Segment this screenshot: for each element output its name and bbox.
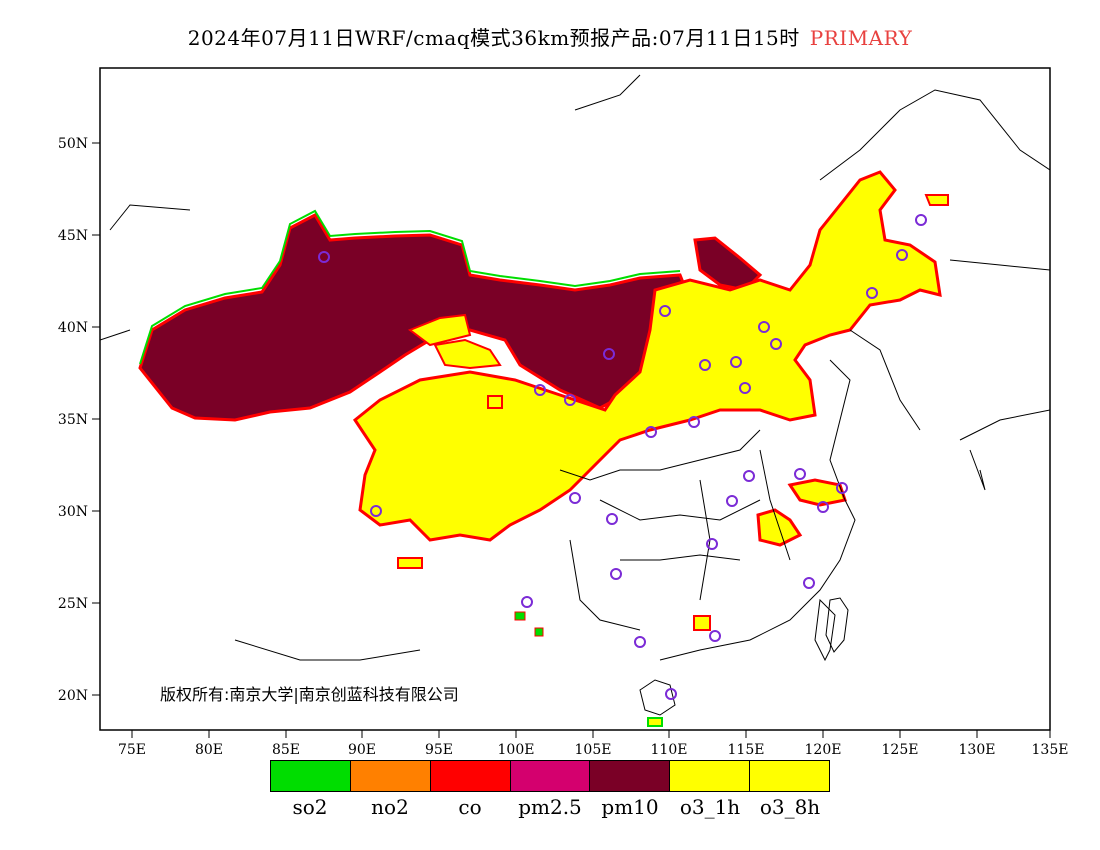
lat-tick-20n: 20N bbox=[58, 688, 88, 704]
lat-tick-40n: 40N bbox=[58, 320, 88, 336]
lon-tick-125e: 125E bbox=[882, 742, 919, 758]
station-markers bbox=[318, 214, 927, 700]
title-main: 2024年07月11日WRF/cmaq模式36km预报产品:07月11日15时 bbox=[187, 26, 800, 50]
legend-swatch-so2 bbox=[271, 761, 351, 791]
legend-labels: so2 no2 co pm2.5 pm10 o3_1h o3_8h bbox=[270, 795, 830, 819]
lat-tick-labels: 50N 45N 40N 35N 30N 25N 20N bbox=[58, 136, 88, 704]
lon-tick-95e: 95E bbox=[425, 742, 453, 758]
lat-tick-35n: 35N bbox=[58, 412, 88, 428]
legend-label-co: co bbox=[458, 795, 482, 819]
legend-swatch-no2 bbox=[350, 761, 431, 791]
province-borders bbox=[559, 429, 791, 631]
lon-axis bbox=[131, 730, 1051, 738]
coastline-east bbox=[659, 89, 1050, 662]
legend-bar bbox=[270, 760, 830, 792]
lon-tick-labels: 75E 80E 85E 90E 95E 100E 105E 110E 115E … bbox=[118, 742, 1069, 758]
map-frame bbox=[99, 67, 1051, 731]
lat-tick-50n: 50N bbox=[58, 136, 88, 152]
legend-swatch-co bbox=[430, 761, 511, 791]
lon-tick-115e: 115E bbox=[728, 742, 765, 758]
taiwan-island bbox=[825, 597, 849, 653]
lon-tick-105e: 105E bbox=[575, 742, 612, 758]
lon-tick-85e: 85E bbox=[272, 742, 300, 758]
lat-tick-45n: 45N bbox=[58, 228, 88, 244]
pm10-region-west bbox=[138, 213, 692, 422]
lat-tick-30n: 30N bbox=[58, 504, 88, 520]
legend-label-no2: no2 bbox=[371, 795, 409, 819]
legend-label-pm25: pm2.5 bbox=[518, 795, 582, 819]
o3-region bbox=[352, 170, 942, 542]
lon-tick-80e: 80E bbox=[195, 742, 223, 758]
lon-tick-130e: 130E bbox=[959, 742, 996, 758]
legend-swatch-o3-1h bbox=[670, 761, 751, 791]
legend-label-so2: so2 bbox=[292, 795, 328, 819]
hainan-island bbox=[639, 679, 676, 716]
lon-tick-75e: 75E bbox=[118, 742, 146, 758]
map-title: 2024年07月11日WRF/cmaq模式36km预报产品:07月11日15时 P… bbox=[0, 22, 1100, 51]
lat-tick-25n: 25N bbox=[58, 596, 88, 612]
legend-label-o3-1h: o3_1h bbox=[679, 795, 741, 819]
legend-label-pm10: pm10 bbox=[601, 795, 659, 819]
coastline-north bbox=[100, 74, 641, 661]
lon-tick-120e: 120E bbox=[805, 742, 842, 758]
legend-swatch-o3-8h bbox=[750, 761, 830, 791]
copyright-text: 版权所有:南京大学|南京创蓝科技有限公司 bbox=[160, 685, 459, 704]
legend-label-o3-8h: o3_8h bbox=[759, 795, 821, 819]
lon-tick-110e: 110E bbox=[651, 742, 688, 758]
lat-axis bbox=[92, 142, 100, 696]
legend-swatch-pm25 bbox=[510, 761, 591, 791]
lon-tick-135e: 135E bbox=[1032, 742, 1069, 758]
legend-swatch-pm10 bbox=[590, 761, 671, 791]
lon-tick-90e: 90E bbox=[348, 742, 376, 758]
title-tag: PRIMARY bbox=[809, 26, 913, 50]
lon-tick-100e: 100E bbox=[498, 742, 535, 758]
map-content bbox=[100, 74, 1050, 727]
